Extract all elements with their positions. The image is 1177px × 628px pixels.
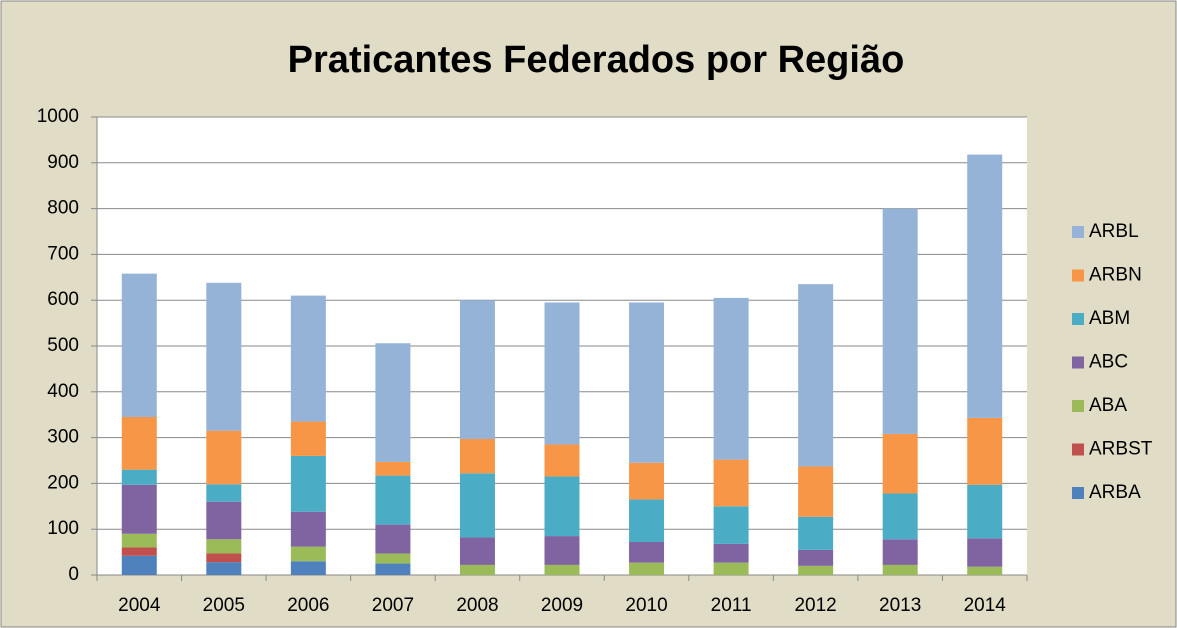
- legend-swatch: [1072, 356, 1084, 369]
- x-tick-label: 2004: [118, 595, 161, 616]
- legend-label: ARBST: [1089, 439, 1153, 460]
- y-tick-label: 1000: [37, 106, 79, 127]
- bar-segment: [713, 543, 749, 563]
- bar-segment: [206, 501, 242, 540]
- bar-segment: [798, 284, 834, 467]
- bar-segment: [206, 430, 242, 485]
- bar-segment: [882, 493, 918, 540]
- bar-segment: [121, 547, 157, 556]
- legend-label: ABA: [1089, 395, 1127, 416]
- bar-segment: [375, 461, 411, 476]
- x-tick-label: 2008: [456, 595, 498, 616]
- bar-segment: [290, 455, 326, 512]
- bar-segment: [629, 562, 665, 575]
- bar-segment: [544, 444, 580, 477]
- legend-label: ABM: [1089, 308, 1130, 329]
- y-tick-label: 900: [47, 152, 79, 173]
- bar-segment: [882, 433, 918, 494]
- bar-segment: [882, 208, 918, 434]
- bar-segment: [290, 511, 326, 547]
- bar-segment: [967, 484, 1003, 539]
- bar-segment: [121, 273, 157, 417]
- legend-label: ARBL: [1089, 221, 1139, 242]
- bar-segment: [967, 154, 1003, 418]
- bar-segment: [375, 563, 411, 575]
- chart-title: Praticantes Federados por Região: [288, 39, 905, 81]
- bar-segment: [121, 555, 157, 575]
- bar-segment: [798, 466, 834, 517]
- bar-segment: [713, 562, 749, 575]
- y-tick-label: 700: [47, 243, 79, 264]
- bar-segment: [290, 421, 326, 456]
- y-tick-label: 100: [47, 518, 79, 539]
- bar-segment: [290, 295, 326, 422]
- bar-segment: [967, 417, 1003, 485]
- bar-segment: [713, 297, 749, 460]
- bar-segment: [375, 475, 411, 525]
- bar-segment: [629, 499, 665, 543]
- x-tick-label: 2012: [794, 595, 836, 616]
- bar-segment: [206, 553, 242, 563]
- bar-segment: [459, 473, 495, 538]
- legend-swatch: [1072, 226, 1084, 238]
- legend-label: ARBA: [1089, 482, 1141, 503]
- y-tick-label: 200: [47, 472, 79, 493]
- x-tick-label: 2011: [711, 595, 752, 616]
- bar-segment: [459, 438, 495, 474]
- bar-segment: [459, 537, 495, 565]
- y-tick-label: 400: [47, 381, 79, 402]
- bar-segment: [629, 302, 665, 463]
- bar-segment: [713, 459, 749, 507]
- bar-segment: [967, 538, 1003, 567]
- bar-segment: [629, 542, 665, 563]
- y-tick-label: 800: [47, 198, 79, 219]
- bar-segment: [290, 546, 326, 562]
- bar-segment: [459, 300, 495, 439]
- x-tick-label: 2014: [964, 595, 1007, 616]
- bar-segment: [121, 533, 157, 548]
- x-tick-label: 2005: [203, 595, 245, 616]
- bar-segment: [121, 416, 157, 470]
- bar-segment: [121, 469, 157, 485]
- bar-segment: [967, 566, 1003, 575]
- legend-swatch: [1072, 400, 1084, 412]
- bar-segment: [121, 484, 157, 534]
- legend-swatch: [1072, 269, 1084, 282]
- legend-swatch: [1072, 487, 1084, 499]
- bar-segment: [459, 564, 495, 575]
- bar-segment: [798, 549, 834, 566]
- bar-segment: [798, 565, 834, 575]
- legend-swatch: [1072, 313, 1084, 325]
- x-tick-label: 2013: [879, 595, 921, 616]
- bar-segment: [206, 282, 242, 431]
- x-tick-label: 2007: [372, 595, 414, 616]
- bar-segment: [544, 302, 580, 445]
- x-tick-label: 2010: [625, 595, 667, 616]
- x-tick-label: 2009: [541, 595, 583, 616]
- legend-label: ABC: [1089, 352, 1128, 373]
- y-tick-label: 600: [47, 289, 79, 310]
- bar-segment: [290, 561, 326, 575]
- y-tick-label: 500: [47, 335, 79, 356]
- legend-swatch: [1072, 443, 1084, 456]
- bar-segment: [206, 484, 242, 502]
- y-tick-label: 300: [47, 427, 79, 448]
- bar-segment: [882, 539, 918, 565]
- bar-segment: [544, 564, 580, 575]
- bar-segment: [629, 462, 665, 500]
- bar-segment: [375, 553, 411, 564]
- bar-segment: [375, 343, 411, 462]
- bar-segment: [375, 524, 411, 554]
- legend-label: ARBN: [1089, 265, 1142, 286]
- x-tick-label: 2006: [287, 595, 329, 616]
- bar-segment: [798, 516, 834, 550]
- bar-segment: [713, 506, 749, 544]
- bar-segment: [544, 476, 580, 537]
- bar-segment: [206, 562, 242, 575]
- bar-segment: [206, 539, 242, 554]
- bar-segment: [544, 536, 580, 565]
- y-tick-label: 0: [68, 564, 79, 585]
- bar-segment: [882, 564, 918, 575]
